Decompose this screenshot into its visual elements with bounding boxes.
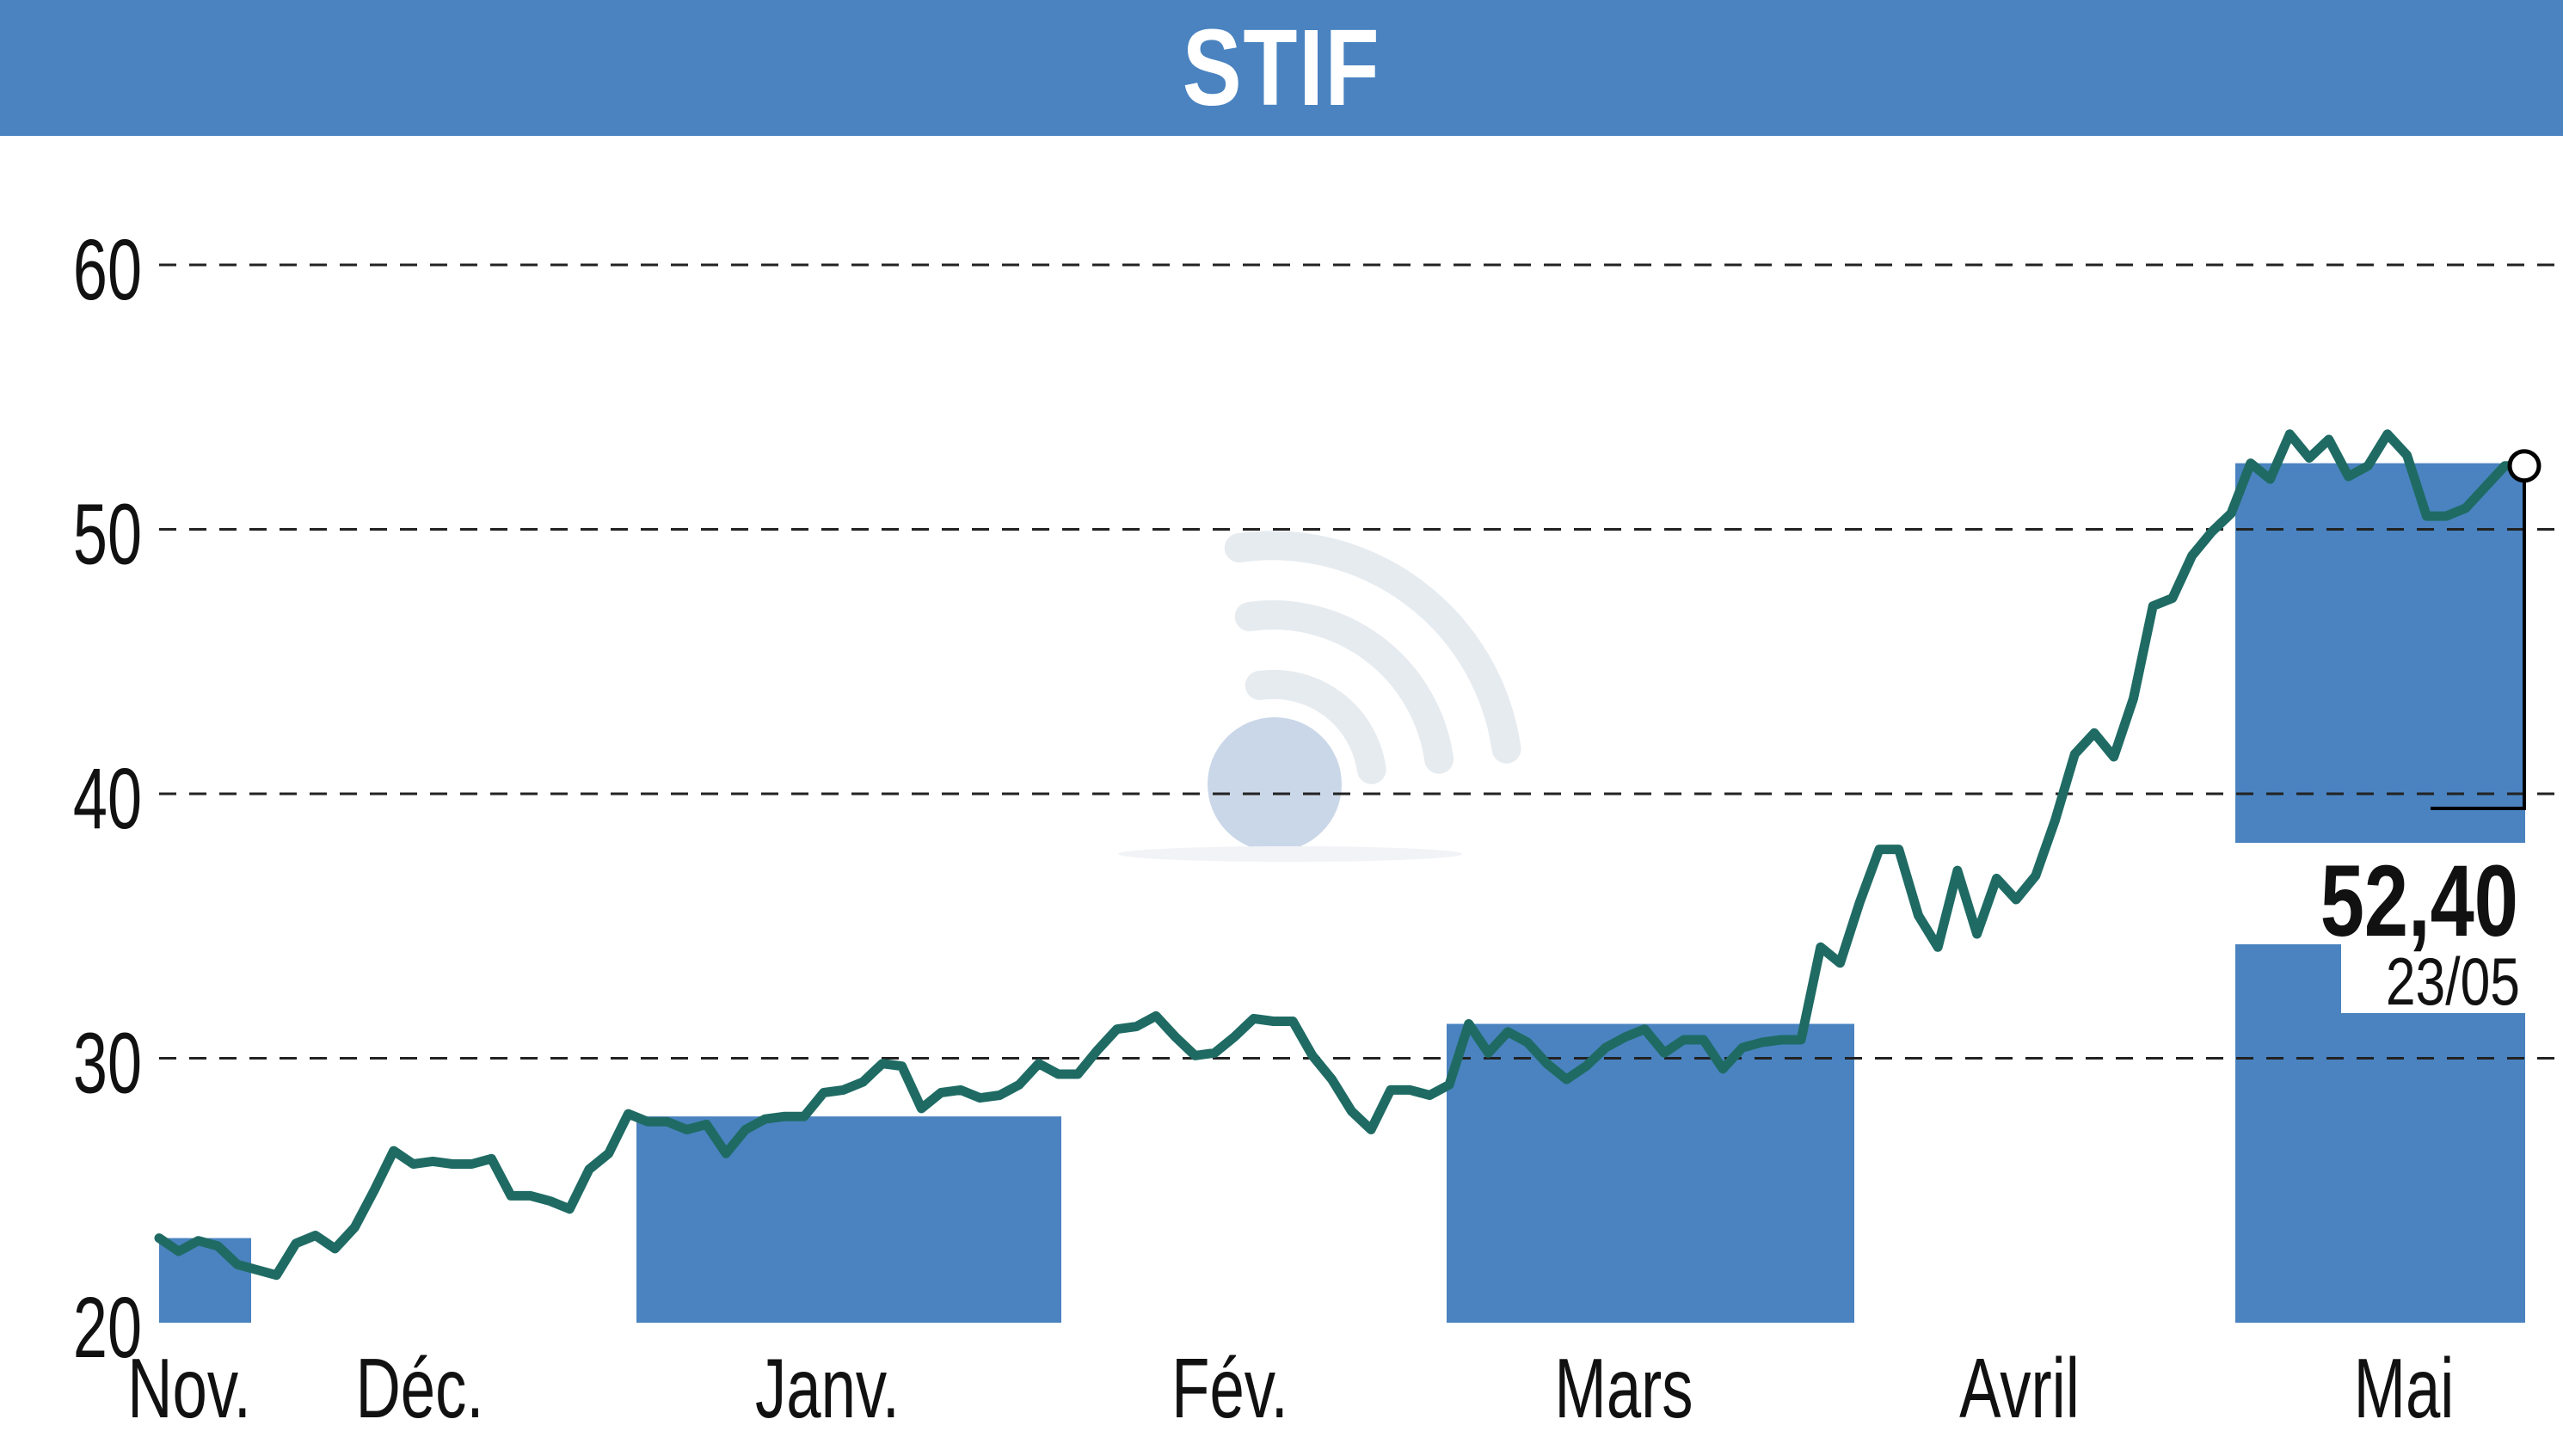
callout-date-box <box>2341 944 2525 1013</box>
x-tick-label: Nov. <box>127 1342 251 1435</box>
y-tick-label: 40 <box>73 751 142 846</box>
watermark-wave <box>1234 600 1454 774</box>
x-tick-label: Déc. <box>355 1342 483 1435</box>
watermark-wave <box>1224 531 1521 764</box>
watermark-ball <box>1208 717 1342 851</box>
last-point-marker <box>2507 449 2541 483</box>
title-bar <box>0 0 2563 136</box>
shaded-month-column <box>1447 1023 1854 1323</box>
x-tick-label: Janv. <box>755 1342 900 1435</box>
last-date-label: 23/05 <box>2386 943 2520 1018</box>
callout-leader <box>2431 465 2526 810</box>
x-tick-label: Mai <box>2354 1342 2455 1435</box>
y-tick-label: 20 <box>73 1280 142 1375</box>
x-tick-label: Avril <box>1959 1342 2080 1435</box>
x-tick-label: Fév. <box>1171 1342 1288 1435</box>
y-tick-label: 50 <box>73 487 142 582</box>
y-tick-label: 60 <box>73 222 142 317</box>
shaded-month-column <box>636 1116 1061 1323</box>
x-tick-label: Mars <box>1554 1342 1693 1435</box>
callout-box <box>2241 843 2525 944</box>
chart-title: STIF <box>1182 7 1381 128</box>
watermark-wave <box>1245 669 1386 784</box>
watermark-logo <box>1118 531 1521 862</box>
last-value-label: 52,40 <box>2320 845 2518 958</box>
shaded-month-column <box>2235 463 2525 843</box>
watermark-shadow <box>1118 846 1462 862</box>
y-tick-label: 30 <box>73 1016 142 1111</box>
price-line <box>154 429 2529 1281</box>
